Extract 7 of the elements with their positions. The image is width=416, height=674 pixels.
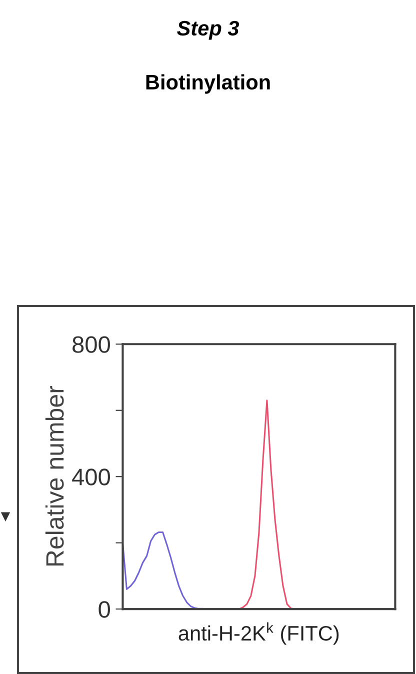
y-tick-label: 0 <box>98 601 110 618</box>
y-tick-label: 800 <box>72 336 110 353</box>
chart-subtitle: Biotinylation <box>146 74 270 94</box>
y-tick-label: 400 <box>72 468 110 486</box>
y-axis-title: Relative number <box>45 386 64 566</box>
chart-title: Step 3 <box>176 20 240 40</box>
x-axis-title: anti-H-2K$^{k}$ (FITC) <box>178 622 339 645</box>
